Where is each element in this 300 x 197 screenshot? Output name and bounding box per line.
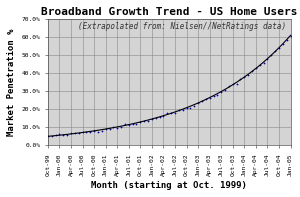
Text: (Extrapolated from: Nielsen//NetRatings data): (Extrapolated from: Nielsen//NetRatings …	[78, 22, 286, 31]
Title: Broadband Growth Trend - US Home Users: Broadband Growth Trend - US Home Users	[41, 7, 298, 17]
X-axis label: Month (starting at Oct. 1999): Month (starting at Oct. 1999)	[91, 181, 247, 190]
Y-axis label: Market Penetration %: Market Penetration %	[7, 29, 16, 136]
